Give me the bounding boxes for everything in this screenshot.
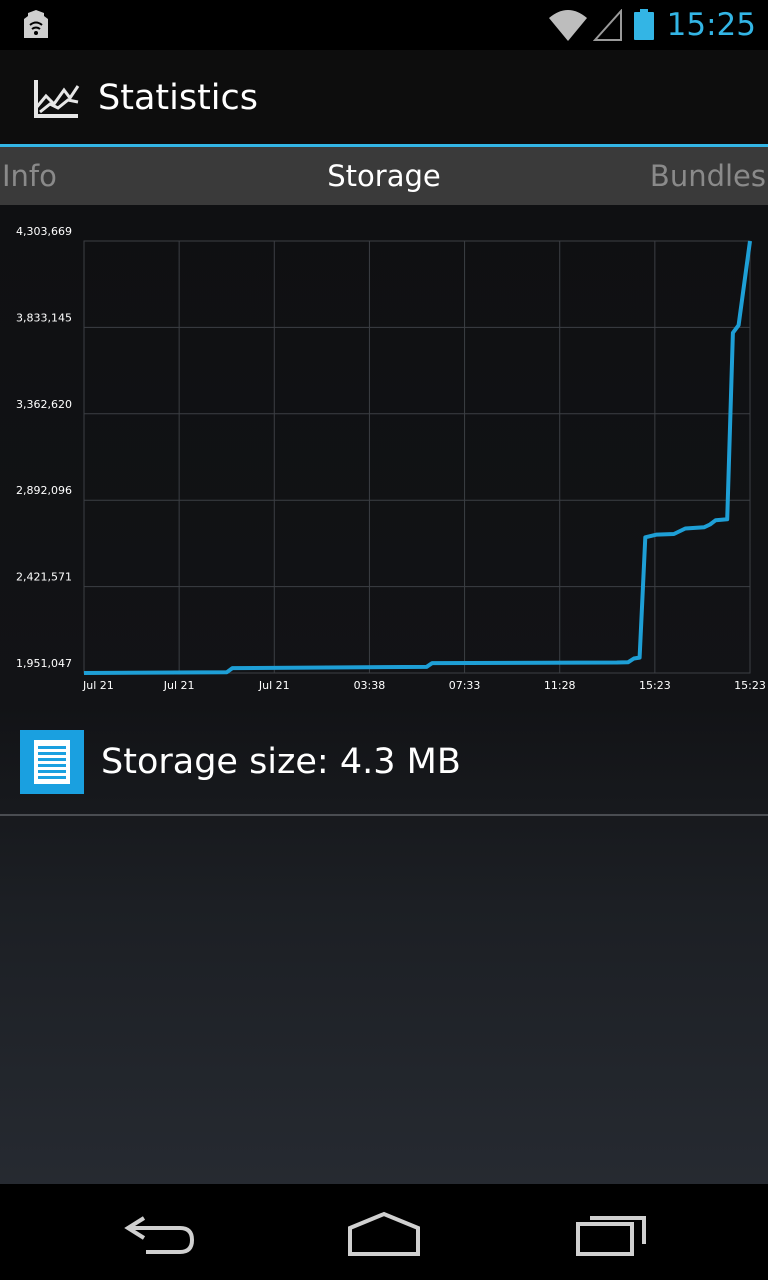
x-tick-label: 15:23 [639, 679, 671, 692]
app-title: Statistics [98, 78, 258, 118]
chart-x-ticks: Jul 21 Jul 21 Jul 21 03:38 07:33 11:28 15:23 15… [82, 679, 766, 692]
home-icon[interactable] [344, 1206, 424, 1258]
tab-strip: Storage Info Bundles [0, 147, 768, 205]
x-tick-label: 11:28 [544, 679, 576, 692]
document-icon [20, 730, 84, 794]
chart-line-icon[interactable] [32, 76, 80, 120]
storage-size-row: Storage size: 4.3 MB [0, 720, 768, 814]
tab-bundles[interactable]: Bundles [649, 159, 766, 193]
status-bar: 15:25 [0, 0, 768, 50]
chart-grid [83, 240, 751, 674]
series-line-0 [83, 240, 752, 675]
divider [0, 814, 768, 816]
storage-chart: 4,303,669 3,833,145 3,362,620 2,892,096 2,42… [16, 225, 766, 692]
y-tick-label: 2,421,571 [16, 571, 72, 584]
x-tick-label: 03:38 [354, 679, 386, 692]
signal-icon [592, 9, 622, 41]
tab-info[interactable]: Info [2, 159, 57, 193]
storage-size-label: Storage size: 4.3 MB [101, 742, 461, 782]
recent-apps-icon[interactable] [570, 1206, 650, 1258]
status-clock: 15:25 [666, 7, 756, 43]
back-icon[interactable] [120, 1206, 200, 1258]
tab-storage[interactable]: Storage [327, 159, 441, 193]
content-area: 4,303,669 3,833,145 3,362,620 2,892,096 2,42… [0, 205, 768, 1184]
x-tick-label: Jul 21 [163, 679, 195, 692]
y-tick-label: 4,303,669 [16, 225, 72, 238]
chart-series [83, 240, 752, 675]
x-tick-label: Jul 21 [82, 679, 114, 692]
navigation-bar [0, 1184, 768, 1280]
x-tick-label: 15:23 [734, 679, 766, 692]
action-bar: Statistics [0, 50, 768, 147]
status-right: 15:25 [547, 0, 756, 50]
notification-app-icon [24, 10, 48, 38]
y-tick-label: 2,892,096 [16, 484, 72, 497]
plot-frame [83, 240, 751, 674]
chart-y-ticks: 4,303,669 3,833,145 3,362,620 2,892,096 2,42… [16, 225, 72, 670]
x-tick-label: 07:33 [449, 679, 481, 692]
x-tick-label: Jul 21 [258, 679, 290, 692]
y-tick-label: 3,362,620 [16, 398, 72, 411]
battery-icon [633, 9, 654, 40]
y-tick-label: 1,951,047 [16, 657, 72, 670]
wifi-icon [548, 10, 587, 41]
y-tick-label: 3,833,145 [16, 311, 72, 324]
